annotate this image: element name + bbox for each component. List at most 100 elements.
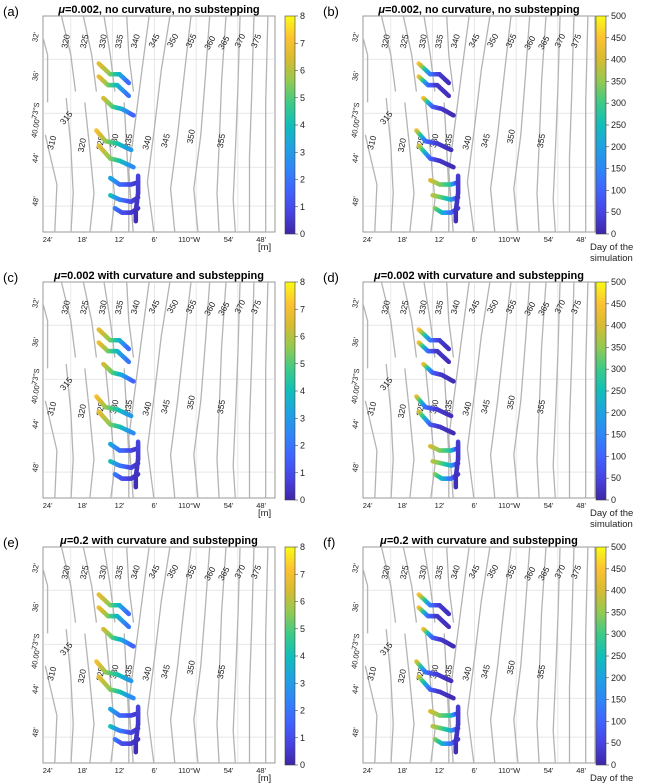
contour-label: 320: [396, 668, 408, 684]
y-tick-label: 40.00': [29, 648, 41, 670]
panel-title: μ=0.002, no curvature, no substepping: [377, 4, 579, 16]
x-tick-label: 110°W: [178, 501, 201, 510]
y-tick-label: 40.00': [349, 648, 361, 670]
colorbar-label: simulation: [590, 253, 633, 264]
colorbar-tick-label: 3: [300, 413, 305, 423]
colorbar-gradient: [595, 281, 607, 501]
colorbar-tick-label: 250: [611, 386, 626, 396]
drift-track-3-0: [416, 327, 452, 352]
y-tick-label: 36': [350, 336, 361, 348]
contour-line: [216, 282, 227, 498]
contour-label: 320: [379, 564, 392, 580]
contour-line: [513, 547, 531, 763]
colorbar-tick-label: 5: [300, 93, 305, 103]
colorbar-tick-label: 100: [611, 451, 626, 461]
panel-d: (d) μ=0.002 with curvature and substeppin…: [323, 270, 633, 530]
colorbar-label: Day of the: [590, 508, 633, 519]
contour-label: 320: [396, 403, 408, 419]
track-segment: [124, 357, 132, 365]
colorbar-tick-label: 6: [300, 597, 305, 607]
colorbar-tick-label: 6: [300, 66, 305, 76]
contour-line: [423, 547, 436, 623]
contour-label: 320: [396, 137, 408, 153]
drift-track-2-7: [112, 471, 141, 481]
contour-line: [60, 547, 77, 623]
y-tick-label: 36': [30, 70, 41, 82]
x-tick-label: 12': [435, 235, 445, 244]
x-tick-label: 12': [435, 766, 445, 775]
x-tick-label: 54': [224, 766, 234, 775]
drift-track-1-5: [428, 177, 461, 187]
y-tick-label: 32': [350, 31, 361, 43]
contour-line: [128, 16, 150, 232]
contour-label: 335: [113, 299, 125, 315]
title-symbol: μ: [57, 4, 65, 16]
contour-line: [448, 547, 470, 763]
drift-track-1-4: [416, 143, 456, 170]
title-symbol: μ: [53, 270, 61, 282]
contour-label: 320: [59, 33, 72, 49]
contour-line: [568, 547, 575, 763]
contour-line: [536, 282, 547, 498]
track-segment: [128, 163, 136, 170]
colorbar-tick-label: 450: [611, 33, 626, 43]
colorbar-tick-label: 7: [300, 569, 305, 579]
colorbar-tick-label: 2: [300, 441, 305, 451]
contour-label: 340: [140, 400, 153, 417]
title-symbol: μ: [377, 4, 385, 16]
contour-label: 310: [45, 400, 58, 417]
colorbar-tick-label: 0: [611, 760, 616, 770]
contour-label: 350: [185, 128, 197, 144]
x-tick-label: 24': [363, 766, 373, 775]
contour-label: 340: [460, 134, 473, 151]
colorbar-tick-label: 8: [300, 277, 305, 287]
contour-line: [65, 629, 74, 763]
contour-label: 320: [379, 33, 392, 49]
track-segment: [446, 146, 454, 153]
panel-title: μ=0.002, no curvature, no substepping: [57, 4, 259, 16]
colorbar-tick-label: 3: [300, 678, 305, 688]
colorbar-tick-label: 250: [611, 120, 626, 130]
drift-track-0-7: [112, 205, 141, 215]
panel-letter: (d): [323, 270, 339, 285]
contour-line: [448, 16, 470, 232]
colorbar-tick-label: 350: [611, 607, 626, 617]
x-tick-label: 18': [398, 501, 408, 510]
drift-track-5-2: [421, 626, 456, 649]
contour-label: 335: [433, 33, 445, 49]
contour-label: 340: [129, 564, 142, 581]
x-tick-label: 18': [398, 766, 408, 775]
contour-label: 355: [535, 133, 547, 149]
y-tick-label: 73°S: [350, 102, 362, 120]
contour-line: [489, 282, 512, 498]
drift-track-3-1: [416, 340, 452, 365]
contour-line: [248, 282, 255, 498]
colorbar-tick-label: 4: [300, 651, 305, 661]
colorbar-label: [m]: [258, 508, 271, 519]
x-tick-label: 54': [544, 766, 554, 775]
title-text: =0.002, no curvature, no substepping: [65, 4, 260, 16]
track-segment: [445, 610, 452, 617]
drift-track-2-8: [133, 439, 141, 490]
contour-line: [380, 16, 397, 92]
panel-e: (e) μ=0.2 with curvature and substepping 3…: [3, 535, 305, 784]
contour-line: [466, 16, 491, 232]
drift-track-0-2: [101, 95, 136, 118]
contour-line: [448, 282, 470, 498]
panel-letter: (c): [3, 270, 18, 285]
colorbar-tick-label: 100: [611, 185, 626, 195]
contour-label: 330: [97, 564, 109, 580]
contour-line: [404, 368, 415, 498]
contour-label: 345: [159, 132, 172, 148]
contour-line: [103, 547, 116, 623]
x-tick-label: 48': [576, 235, 586, 244]
contour-line: [364, 134, 378, 232]
contour-line: [193, 547, 211, 763]
colorbar-tick-label: 50: [611, 207, 621, 217]
colorbar-tick-label: 0: [611, 495, 616, 505]
drift-track-0-1: [96, 74, 132, 99]
drift-track-3-4: [416, 409, 456, 436]
panel-f: (f) μ=0.2 with curvature and substepping 3…: [323, 535, 633, 784]
panel-letter: (a): [3, 4, 19, 19]
